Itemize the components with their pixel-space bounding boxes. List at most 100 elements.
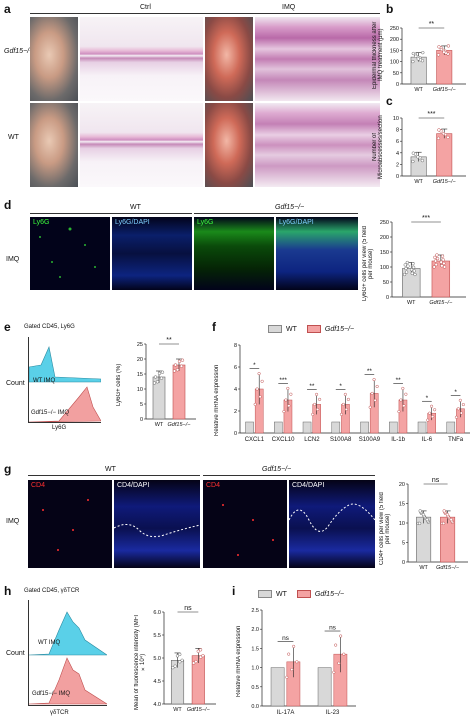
i-legend: WT Gdf15−/− (258, 590, 344, 598)
panel-c-label: c (386, 94, 393, 108)
f-legend-ko: Gdf15−/− (324, 325, 355, 333)
f-legend-wt: WT (286, 325, 297, 333)
bar-gdf15 (436, 133, 453, 177)
data-point (159, 376, 164, 380)
x-label-cxcl10: CXCL10 (272, 437, 295, 443)
data-point (171, 666, 175, 670)
data-point (430, 404, 434, 408)
x-label-lcn2: LCN2 (304, 437, 320, 443)
data-point (411, 262, 415, 266)
chart-b: 0 50 100 150 200 250 ** WT Gdf15−/− (384, 14, 470, 100)
bar-wt-il-23 (317, 667, 332, 707)
data-point (458, 398, 462, 402)
data-point (442, 50, 446, 54)
x-label-s100a9: S100A9 (359, 437, 381, 443)
bar-wt-il-6 (417, 421, 427, 434)
x-label-ko: Gdf15−/− (433, 179, 457, 185)
d-merge-ko: Ly6G/DAPI (276, 217, 358, 290)
panel-h-ylabel: Mean of fluorescence intensity (MFI ×10⁴… (134, 614, 146, 710)
data-point (417, 521, 422, 526)
data-point (344, 407, 348, 411)
data-point (370, 391, 374, 395)
d-stain-label-3: Ly6G (197, 219, 214, 226)
d-wt-header: WT (130, 204, 141, 211)
x-label-wt: WT (414, 87, 423, 93)
data-point (446, 135, 450, 140)
data-point (399, 398, 403, 402)
y-tick-label: 15 (399, 502, 405, 508)
y-tick-label: 200 (390, 37, 399, 43)
data-point (425, 517, 429, 522)
sig-label: ns (282, 635, 290, 642)
data-point (194, 659, 198, 664)
sig-label: *** (279, 377, 287, 384)
data-point (342, 652, 346, 656)
x-label-tnfa: TNFa (448, 437, 464, 443)
data-point (439, 260, 443, 264)
data-point (172, 369, 177, 373)
d-stain-label-2: Ly6G/DAPI (115, 219, 150, 226)
bar-wt-tnfa (446, 421, 456, 434)
panel-c-ylabel: Number of Microabscesses/section (372, 115, 384, 179)
y-tick-label: 0.0 (251, 704, 259, 710)
panel-g-ylabel: CD4+ cells per view (5 field per mouse) (379, 492, 391, 566)
panel-i-label: i (232, 584, 236, 598)
data-point (421, 513, 426, 517)
chart-f: 0 2 4 6 8 * CXCL1 *** CXCL10 ** LCN2 * S100A8 ** S100A… (226, 335, 472, 447)
chart-d: 0 50 100 150 200 250 *** WT Gdf15−/− (374, 208, 470, 313)
data-point (411, 151, 415, 155)
y-tick-label: 4.5 (153, 679, 161, 685)
x-label-wt: WT (419, 565, 428, 571)
y-tick-label: 0 (386, 295, 389, 301)
data-point (343, 392, 347, 396)
data-point (418, 509, 422, 513)
sig-label: ns (184, 605, 192, 612)
e-count: Count (6, 380, 25, 387)
data-point (315, 392, 319, 396)
d-ko-header: Gdf15−/− (275, 204, 305, 211)
he-section-gdf15-imq (255, 17, 380, 101)
y-tick-label: 5 (402, 541, 405, 547)
data-point (196, 649, 200, 653)
x-label-ko: Gdf15−/− (187, 707, 211, 713)
f-legend: WT Gdf15−/− (268, 325, 354, 333)
sig-label: ** (166, 337, 172, 344)
x-label-ko: Gdf15−/− (433, 87, 457, 93)
sig-label: * (426, 395, 429, 402)
data-point (313, 402, 317, 406)
sig-label: ** (367, 368, 373, 375)
data-point (411, 159, 415, 164)
data-point (258, 395, 262, 399)
data-point (180, 658, 184, 662)
y-tick-label: 250 (390, 26, 399, 32)
panel-e-ylabel: Ly6G+ cells (%) (116, 363, 122, 407)
x-label-ko: Gdf15−/− (429, 300, 453, 306)
y-tick-label: 150 (380, 250, 389, 256)
g-merge-ko: CD4/DAPI (289, 480, 375, 568)
data-point (411, 59, 415, 64)
data-point (257, 372, 261, 376)
data-point (449, 517, 453, 522)
data-point (155, 380, 160, 384)
data-point (402, 404, 406, 408)
i-legend-ko: Gdf15−/− (314, 590, 345, 598)
data-point (432, 265, 436, 269)
h-gate: Gated CD45, γδTCR (24, 588, 80, 594)
sig-label: *** (427, 111, 435, 118)
y-tick-label: 25 (137, 342, 143, 348)
data-point (441, 258, 445, 262)
y-tick-label: 5.5 (153, 633, 161, 639)
data-point (403, 263, 407, 267)
data-point (442, 261, 446, 266)
y-tick-label: 6.0 (153, 610, 161, 616)
data-point (404, 270, 409, 274)
imq-header: IMQ (282, 4, 296, 11)
data-point (409, 268, 414, 272)
g-wt-header: WT (105, 466, 116, 473)
g-stain-label-2: CD4/DAPI (117, 482, 150, 489)
e-gate: Gated CD45, Ly6G (24, 324, 75, 330)
data-point (437, 45, 441, 49)
panel-e-label: e (4, 320, 11, 334)
data-point (175, 654, 180, 658)
data-point (375, 384, 379, 389)
